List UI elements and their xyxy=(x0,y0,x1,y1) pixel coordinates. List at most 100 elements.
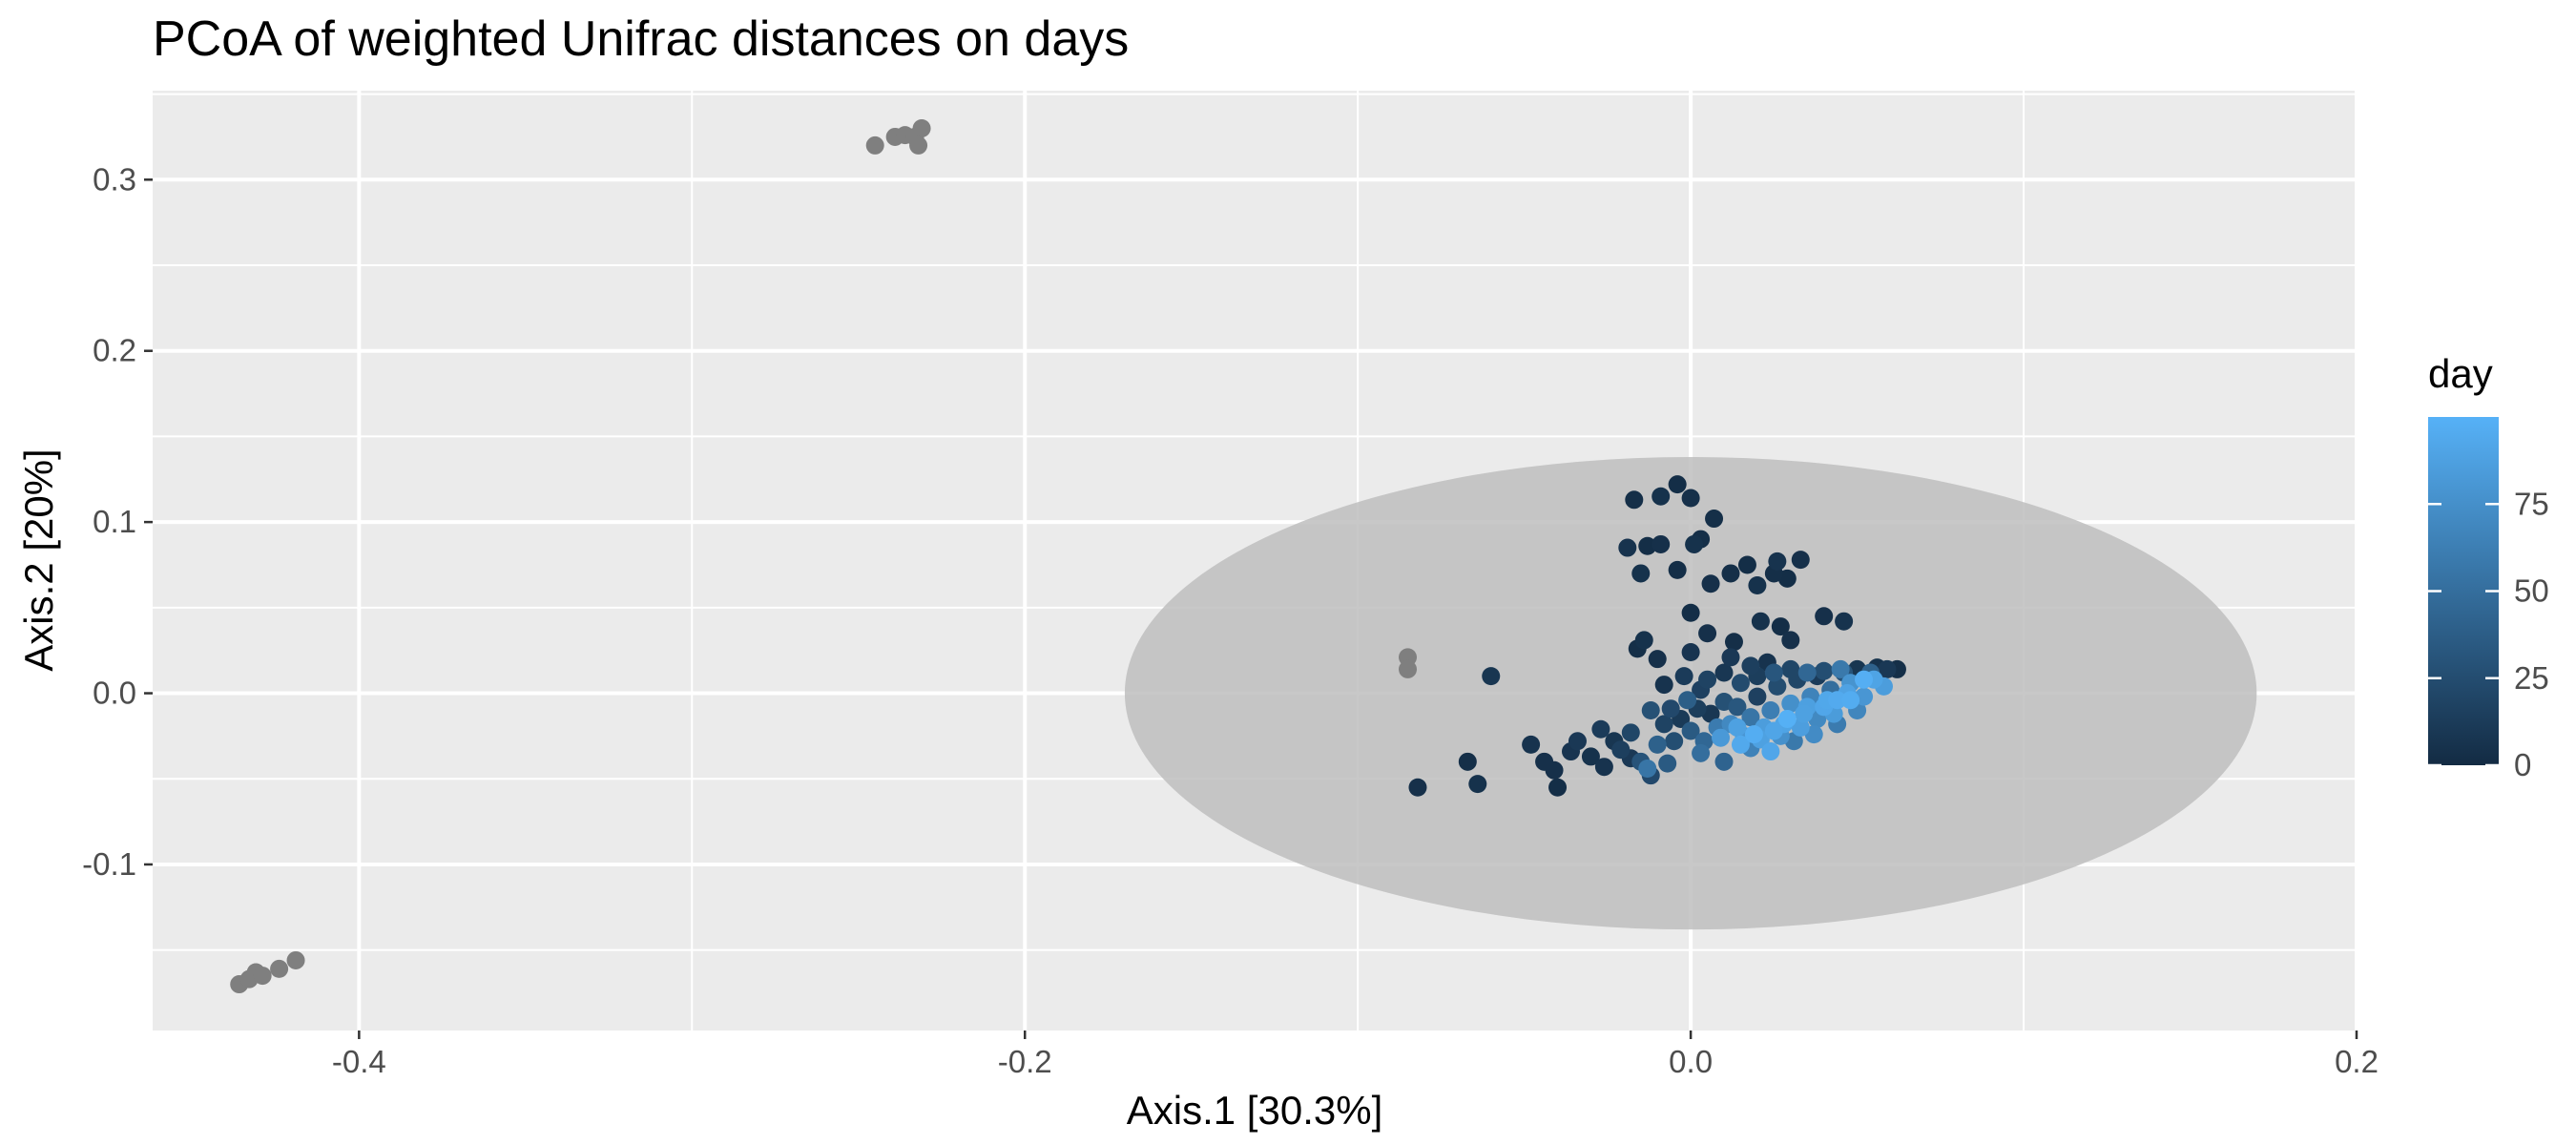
day-point xyxy=(1731,735,1750,754)
day-point xyxy=(1648,735,1667,754)
day-point xyxy=(1621,723,1640,742)
day-point xyxy=(1638,759,1657,778)
day-point xyxy=(1681,721,1700,740)
na-point xyxy=(912,118,931,137)
day-point xyxy=(1815,661,1834,680)
day-point xyxy=(1737,555,1756,574)
na-point xyxy=(253,967,272,986)
day-point xyxy=(1668,475,1687,494)
day-point xyxy=(1674,667,1693,686)
x-tick-label: 0.2 xyxy=(2335,1044,2379,1079)
day-point xyxy=(1591,719,1610,739)
day-point xyxy=(1781,659,1800,678)
day-point xyxy=(1705,510,1724,529)
day-point xyxy=(1748,576,1767,595)
day-point xyxy=(1791,551,1810,570)
day-point xyxy=(1581,747,1600,766)
y-tick-label: 0.1 xyxy=(93,504,136,539)
y-tick-label: 0.0 xyxy=(93,676,136,711)
day-point xyxy=(1815,607,1834,626)
x-axis-title: Axis.1 [30.3%] xyxy=(1127,1088,1382,1133)
day-point-group xyxy=(1408,475,1906,797)
day-point xyxy=(1631,564,1651,583)
day-point xyxy=(1692,743,1711,762)
day-point xyxy=(1408,778,1427,797)
day-point xyxy=(1648,650,1667,669)
day-point xyxy=(1835,612,1854,631)
legend-label: 25 xyxy=(2514,660,2549,696)
day-point xyxy=(1545,760,1564,780)
day-point xyxy=(1714,663,1734,682)
day-point xyxy=(1728,697,1747,717)
day-point xyxy=(1548,778,1568,797)
x-tick-label: -0.2 xyxy=(998,1044,1052,1079)
day-point xyxy=(1795,704,1814,723)
y-tick-label: 0.2 xyxy=(93,333,136,368)
na-point-group xyxy=(230,118,1418,994)
day-point xyxy=(1841,691,1860,710)
day-point xyxy=(1681,489,1700,508)
day-point xyxy=(1712,728,1731,747)
day-point xyxy=(1721,564,1740,583)
na-point xyxy=(909,135,928,155)
day-point xyxy=(1751,612,1770,631)
x-axis-ticks: -0.4 -0.2 0.0 0.2 xyxy=(332,1030,2379,1079)
day-point xyxy=(1665,732,1684,751)
day-point xyxy=(1654,676,1673,695)
day-point xyxy=(1781,694,1800,713)
legend-label: 0 xyxy=(2514,747,2531,782)
day-point xyxy=(1701,574,1720,593)
day-point xyxy=(1618,538,1637,557)
day-point xyxy=(1652,534,1671,553)
day-point xyxy=(1741,708,1760,727)
na-point xyxy=(1399,659,1418,678)
day-point xyxy=(1714,752,1734,771)
day-point xyxy=(1568,732,1587,751)
na-point xyxy=(270,959,289,978)
day-point xyxy=(1724,633,1743,652)
day-point xyxy=(1764,721,1783,740)
day-point xyxy=(1681,603,1700,622)
color-legend: day 0 25 50 75 xyxy=(2428,351,2549,782)
x-tick-label: -0.4 xyxy=(332,1044,386,1079)
day-point xyxy=(1831,659,1850,678)
day-point xyxy=(1594,758,1613,777)
day-point xyxy=(1855,670,1874,689)
day-point xyxy=(1685,534,1704,553)
day-point xyxy=(1777,709,1797,728)
day-point xyxy=(1698,670,1717,689)
day-point xyxy=(1731,674,1750,693)
day-point xyxy=(1728,718,1747,737)
day-point xyxy=(1641,700,1660,719)
y-tick-label: -0.1 xyxy=(82,846,136,882)
day-point xyxy=(1791,718,1810,737)
day-point xyxy=(1658,754,1677,773)
day-point xyxy=(1681,642,1700,661)
day-point xyxy=(1654,715,1673,734)
day-point xyxy=(1744,725,1763,744)
day-point xyxy=(1522,735,1541,754)
day-point xyxy=(1482,667,1501,686)
day-point xyxy=(1761,700,1780,719)
y-axis-ticks: -0.1 0.0 0.1 0.2 0.3 xyxy=(82,161,153,882)
day-point xyxy=(1668,560,1687,579)
y-axis-title: Axis.2 [20%] xyxy=(16,448,61,671)
day-point xyxy=(1458,752,1477,771)
y-tick-label: 0.3 xyxy=(93,161,136,197)
na-point xyxy=(865,135,884,155)
day-point xyxy=(1748,687,1767,706)
day-point xyxy=(1611,740,1631,760)
day-point xyxy=(1678,691,1697,710)
day-point xyxy=(1804,725,1823,744)
day-point xyxy=(1797,663,1817,682)
day-point xyxy=(1768,552,1787,571)
day-point xyxy=(1634,631,1653,650)
day-point xyxy=(1828,691,1847,710)
day-point xyxy=(1652,487,1671,506)
day-point xyxy=(1638,536,1657,555)
day-point xyxy=(1721,648,1740,667)
legend-label: 75 xyxy=(2514,486,2549,521)
legend-label: 50 xyxy=(2514,573,2549,609)
day-point xyxy=(1771,617,1790,636)
